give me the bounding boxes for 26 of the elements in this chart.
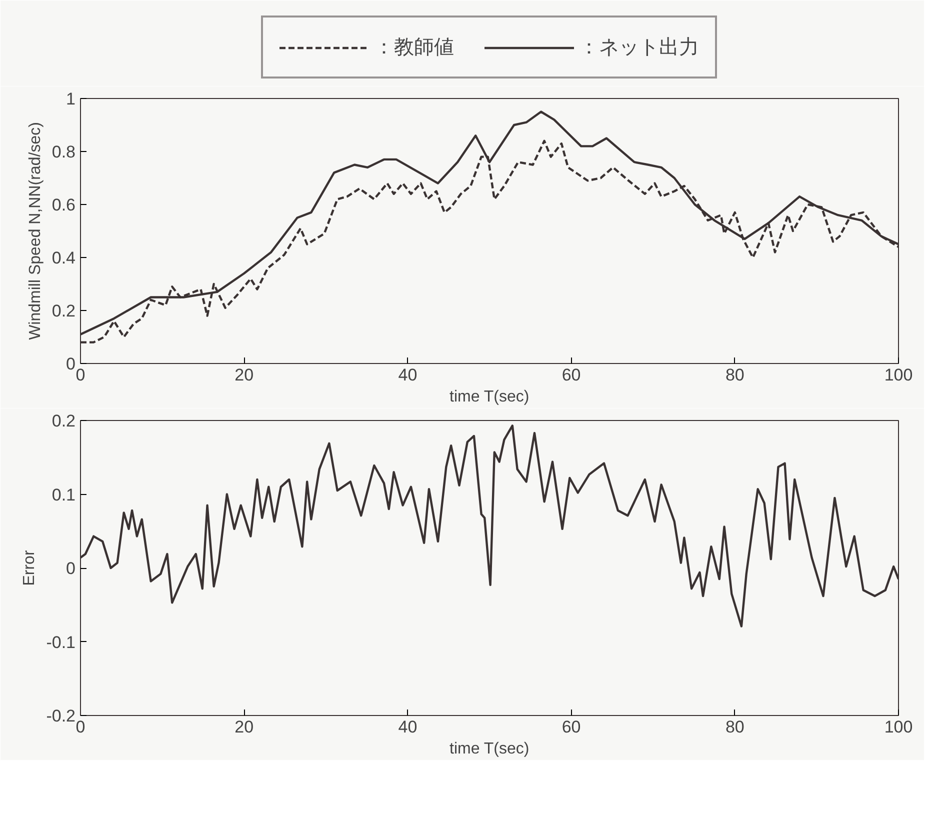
- legend-label: ：ネット出力: [579, 36, 699, 60]
- legend-label: ：教師値: [374, 36, 454, 60]
- x-tick-label: 40: [398, 718, 418, 736]
- x-tick-label: 100: [884, 718, 913, 736]
- y-tick-label: 0: [66, 559, 76, 578]
- y-tick-label: 0.2: [52, 412, 76, 430]
- y-tick-label: 0.4: [52, 248, 76, 268]
- x-axis-title: time T(sec): [450, 740, 530, 758]
- x-tick-label: 60: [562, 366, 581, 384]
- x-tick-label: 20: [234, 366, 254, 384]
- y-axis-title: Error: [21, 550, 38, 586]
- x-tick-label: 40: [398, 366, 418, 384]
- x-tick-label: 100: [884, 366, 913, 384]
- y-tick-label: 0.6: [52, 196, 76, 214]
- y-tick-label: -0.2: [46, 706, 76, 726]
- y-tick-label: 0.1: [52, 485, 76, 504]
- y-tick-label: 1: [66, 90, 76, 108]
- x-tick-label: 80: [725, 718, 744, 736]
- y-tick-label: 0.8: [52, 142, 76, 162]
- x-tick-label: 60: [562, 718, 581, 736]
- y-axis-title: Windmill Speed N,NN(rad/sec): [26, 122, 44, 340]
- x-tick-label: 20: [234, 718, 254, 736]
- y-tick-label: 0.2: [52, 302, 76, 320]
- x-axis-title: time T(sec): [450, 388, 530, 406]
- y-tick-label: -0.1: [46, 632, 76, 652]
- x-tick-label: 80: [725, 366, 744, 384]
